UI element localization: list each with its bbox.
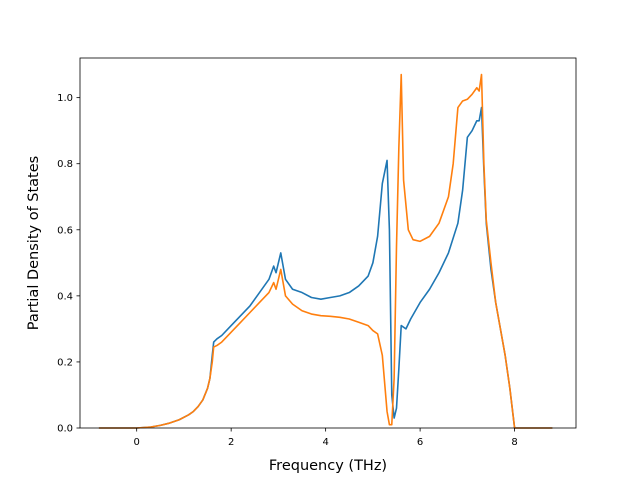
series-line-2 bbox=[98, 73, 553, 429]
y-tick-label: 0.6 bbox=[57, 225, 73, 236]
y-tick-label: 1.0 bbox=[57, 93, 73, 104]
y-tick-label: 0.0 bbox=[57, 424, 73, 435]
x-tick-label: 8 bbox=[511, 437, 517, 448]
x-tick-label: 6 bbox=[417, 437, 423, 448]
x-tick-label: 2 bbox=[228, 437, 234, 448]
series-layer bbox=[98, 73, 553, 429]
x-tick-label: 0 bbox=[133, 437, 139, 448]
x-axis-label: Frequency (THz) bbox=[269, 458, 387, 474]
x-axis-ticks: 0 2 4 6 8 bbox=[133, 428, 518, 448]
x-tick-label: 4 bbox=[322, 437, 328, 448]
y-tick-label: 0.8 bbox=[57, 159, 73, 170]
axes-frame bbox=[79, 57, 577, 429]
y-tick-label: 0.2 bbox=[57, 357, 73, 368]
y-axis-label: Partial Density of States bbox=[26, 156, 42, 330]
y-axis-ticks: 0.0 0.2 0.4 0.6 0.8 1.0 bbox=[57, 93, 80, 435]
y-tick-label: 0.4 bbox=[57, 291, 73, 302]
